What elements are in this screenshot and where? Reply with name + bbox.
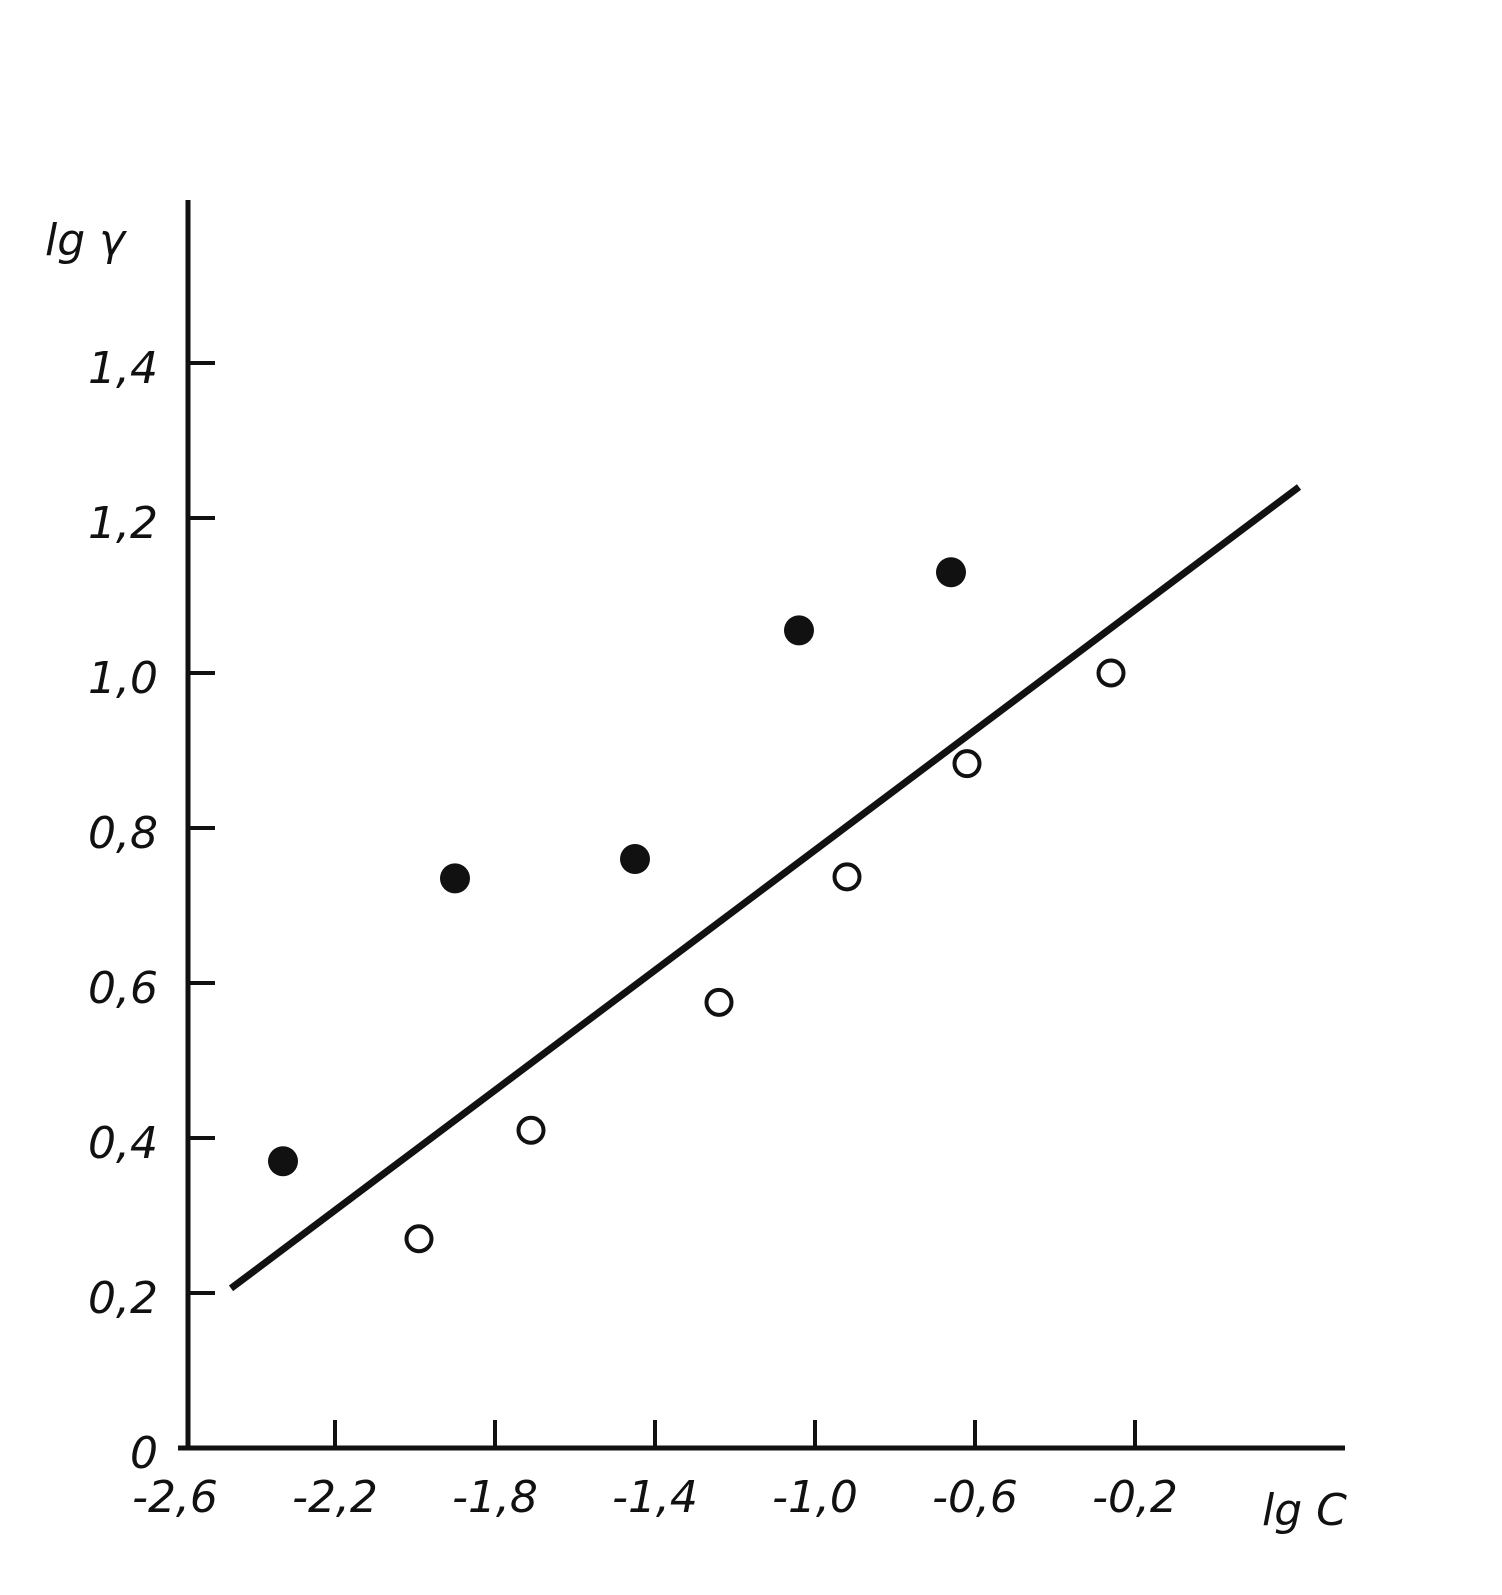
- data-marks: [228, 484, 1302, 1292]
- y-tick-label: 0,8: [88, 808, 158, 859]
- y-tick-label: 0,4: [88, 1118, 158, 1169]
- x-tick-label: -0,2: [1092, 1472, 1178, 1523]
- x-axis-label: lg C: [1262, 1485, 1347, 1536]
- x-tick-label: -0,6: [932, 1472, 1018, 1523]
- axes: [178, 200, 1345, 1451]
- open-data-point: [832, 862, 862, 892]
- filled-data-point: [784, 615, 814, 646]
- open-data-point: [404, 1224, 434, 1254]
- open-data-point: [704, 987, 734, 1017]
- x-tick-label: -1,0: [772, 1472, 858, 1523]
- x-tick-label: -1,8: [452, 1472, 538, 1523]
- y-tick-label: 0,6: [88, 963, 158, 1014]
- y-tick-label: 1,0: [88, 653, 158, 704]
- y-tick-label: 0: [130, 1428, 158, 1479]
- y-tick-label: 1,4: [88, 343, 158, 394]
- filled-data-point: [936, 557, 966, 588]
- fit-line: [228, 484, 1302, 1292]
- y-tick-label: 1,2: [88, 498, 158, 549]
- x-tick-label: -2,6: [132, 1472, 218, 1523]
- y-axis-label: lg γ: [45, 215, 127, 266]
- ticks: 0 0,2 0,4 0,6 0,8 1,0 1,2 1,4 -2,6 -2,2 -1,8 -1,4 -1…: [88, 343, 1178, 1523]
- x-tick-label: -2,2: [292, 1472, 378, 1523]
- filled-data-point: [440, 863, 470, 894]
- x-tick-label: -1,4: [612, 1472, 698, 1523]
- open-data-point: [952, 749, 982, 779]
- open-data-point: [516, 1115, 546, 1145]
- filled-data-point: [620, 844, 650, 874]
- open-data-point: [1096, 658, 1126, 688]
- filled-data-point: [268, 1146, 298, 1177]
- y-tick-label: 0,2: [88, 1273, 158, 1324]
